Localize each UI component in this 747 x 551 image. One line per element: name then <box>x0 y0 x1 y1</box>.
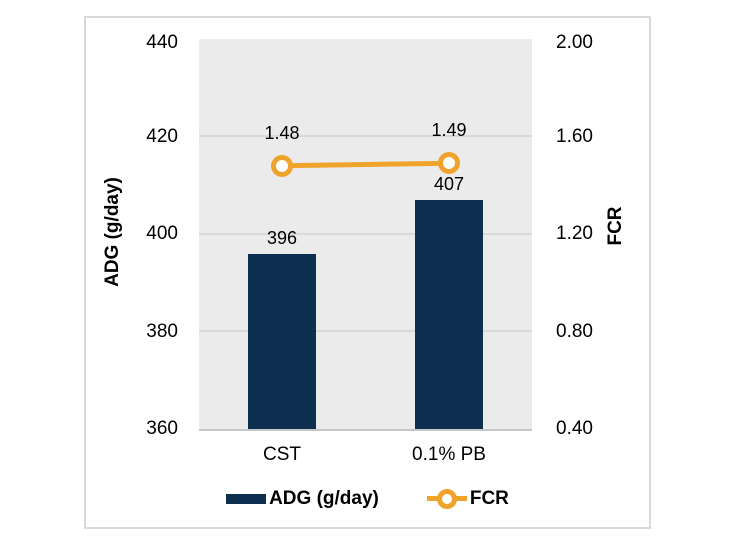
left-axis-tick: 380 <box>146 321 178 342</box>
right-axis-ticks: 2.00 1.60 1.20 0.80 0.40 <box>556 18 640 527</box>
adg-bar-cst <box>248 253 316 429</box>
fcr-line <box>279 160 452 169</box>
fcr-value-label-cst: 1.48 <box>264 122 300 143</box>
legend-bar-swatch <box>226 494 267 504</box>
right-axis-tick: 0.40 <box>556 418 593 439</box>
right-axis-tick: 1.60 <box>556 126 593 147</box>
right-axis-tick: 0.80 <box>556 321 593 342</box>
adg-value-label-01pb: 407 <box>433 173 465 194</box>
chart-frame: ADG (g/day) FCR 440 420 400 380 360 2.00… <box>84 16 651 529</box>
right-axis-tick: 1.20 <box>556 223 593 244</box>
fcr-polyline <box>279 160 452 169</box>
fcr-marker-cst <box>271 154 293 177</box>
legend-label-fcr: FCR <box>469 488 509 509</box>
right-axis-tick: 2.00 <box>556 32 593 53</box>
legend-item-adg: ADG (g/day) <box>226 488 379 510</box>
category-label-cst: CST <box>263 444 301 465</box>
adg-value-label-cst: 396 <box>266 227 298 248</box>
left-axis-ticks: 440 420 400 380 360 <box>110 18 178 527</box>
left-axis-tick: 400 <box>146 223 178 244</box>
legend-item-fcr: FCR <box>426 488 509 510</box>
legend-line-marker <box>436 489 457 509</box>
plot-area: 396 407 1.48 1.49 <box>199 39 532 431</box>
legend-line-swatch <box>426 489 467 509</box>
legend-label-adg: ADG (g/day) <box>269 488 379 509</box>
category-axis: CST 0.1% PB <box>199 443 532 467</box>
fcr-value-label-01pb: 1.49 <box>431 120 467 141</box>
left-axis-tick: 440 <box>146 32 178 53</box>
left-axis-tick: 360 <box>146 418 178 439</box>
legend: ADG (g/day) FCR <box>86 488 649 510</box>
gridline-400 <box>199 233 532 235</box>
left-axis-tick: 420 <box>146 126 178 147</box>
gridline-380 <box>199 330 532 332</box>
fcr-marker-01pb <box>438 152 460 175</box>
category-label-01pb: 0.1% PB <box>412 444 486 465</box>
adg-bar-01pb <box>415 199 483 429</box>
gridline-420 <box>199 135 532 137</box>
